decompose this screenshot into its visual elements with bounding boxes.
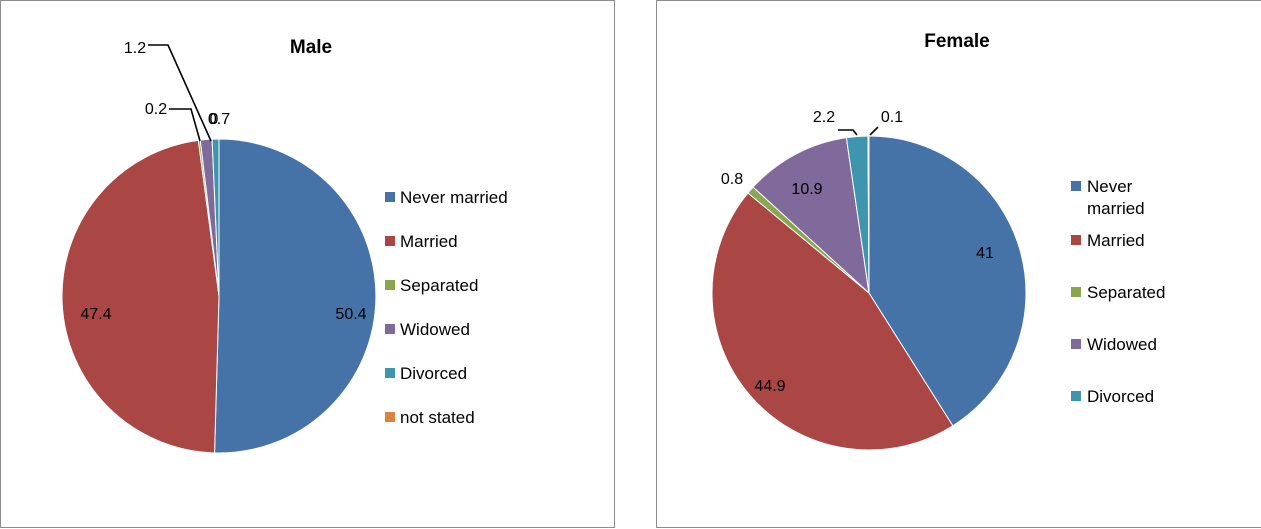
female-legend-label-widowed: Widowed: [1087, 335, 1157, 354]
female-data-label-divorced: 2.2: [813, 109, 835, 126]
male-data-label-separated: 0.2: [145, 101, 167, 118]
male-legend-label-never-married: Never married: [400, 188, 508, 207]
female-pie-chart: Female 41 44.9 0.8 10.9 2.2 0.1 Never married Mar…: [711, 31, 1165, 451]
female-legend-label-never-married: Never married: [1087, 177, 1145, 218]
male-legend-label-widowed: Widowed: [400, 320, 470, 339]
male-legend-swatch-divorced: [385, 368, 395, 378]
female-legend-swatch-divorced: [1071, 391, 1081, 401]
female-leader-line-divorced: [838, 129, 858, 136]
male-chart-title: Male: [290, 37, 332, 58]
male-leader-line-separated: [169, 108, 201, 142]
male-legend-label-married: Married: [400, 232, 458, 251]
male-data-label-married: 47.4: [80, 306, 111, 323]
male-slice-never-married: [214, 138, 377, 454]
female-legend-label-divorced: Divorced: [1087, 387, 1154, 406]
female-legend-swatch-married: [1071, 235, 1081, 245]
female-slice-never-married: [868, 135, 1027, 427]
female-legend-swatch-widowed: [1071, 339, 1081, 349]
male-legend-swatch-not-stated: [385, 412, 395, 422]
male-data-label-never-married: 50.4: [335, 306, 366, 323]
female-data-label-married: 44.9: [754, 378, 785, 395]
female-legend-swatch-never-married: [1071, 181, 1081, 191]
female-chart-panel: Female 41 44.9 0.8 10.9 2.2 0.1 Never married Mar…: [656, 0, 1261, 528]
male-legend-swatch-never-married: [385, 192, 395, 202]
male-leader-line-widowed: [148, 44, 212, 142]
male-legend-label-separated: Separated: [400, 276, 478, 295]
male-data-label-not-stated: 0: [210, 111, 219, 128]
female-legend-swatch-separated: [1071, 287, 1081, 297]
male-slice-divorced: [211, 138, 220, 297]
female-slice-widowed: [752, 137, 870, 295]
female-legend-label-married: Married: [1087, 231, 1145, 250]
female-data-label-widowed: 10.9: [791, 181, 822, 198]
male-data-label-divorced: 0.7: [208, 111, 230, 128]
female-data-label-not-stated: 0.1: [881, 109, 903, 126]
male-legend-label-not-stated: not stated: [400, 408, 475, 427]
female-legend-label-separated: Separated: [1087, 283, 1165, 302]
female-chart-title: Female: [924, 31, 989, 52]
male-data-label-widowed: 1.2: [124, 40, 146, 57]
male-chart-panel: Male 50.4 47.4 0.2 1.2 0.7 0 Never married Marri…: [0, 0, 615, 528]
male-slice-married: [61, 139, 220, 454]
male-legend-swatch-widowed: [385, 324, 395, 334]
female-leader-line-not-stated: [869, 126, 879, 136]
female-slice-not-stated: [867, 135, 870, 294]
male-legend-swatch-married: [385, 236, 395, 246]
female-slice-married: [711, 192, 954, 451]
male-pie-chart: Male 50.4 47.4 0.2 1.2 0.70 Never married Marri…: [61, 37, 508, 454]
female-data-label-separated: 0.8: [721, 171, 743, 188]
male-legend: Never married Married Separated Widowed Divo…: [385, 188, 508, 427]
male-legend-swatch-separated: [385, 280, 395, 290]
female-data-label-never-married: 41: [976, 245, 994, 262]
male-legend-label-divorced: Divorced: [400, 364, 467, 383]
female-legend: Never married Married Separated Widowed Divor…: [1071, 177, 1165, 406]
